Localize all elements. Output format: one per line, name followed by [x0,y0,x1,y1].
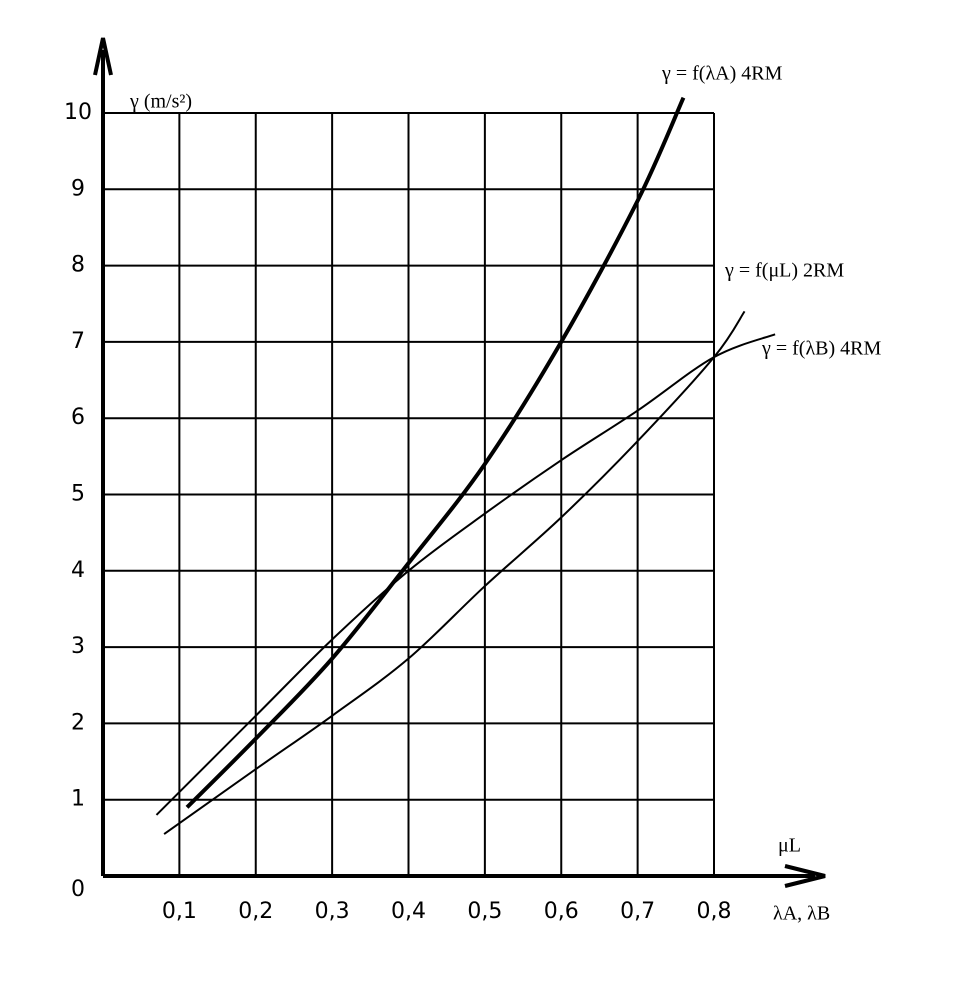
x-tick-label: 0,4 [391,899,426,924]
series-label: γ = f(λB) 4RM [761,338,881,360]
x-tick-label: 0,3 [315,899,350,924]
y-tick-label: 8 [71,253,85,278]
y-tick-label: 7 [71,329,85,354]
y-tick-label: 5 [71,482,85,507]
x-tick-label: 0,7 [620,899,655,924]
x-tick-label: 0,6 [544,899,579,924]
x-tick-label: 0,8 [697,899,732,924]
series-line [185,96,686,809]
y-tick-label: 10 [64,100,92,125]
x-axis-label-bottom: λA, λB [773,903,830,925]
series-line [163,310,746,835]
y-tick-label: 9 [71,176,85,201]
series-label: γ = f(μL) 2RM [724,260,844,282]
series-label: γ = f(λA) 4RM [661,63,783,85]
y-tick-label: 3 [71,634,85,659]
x-tick-label: 0,1 [162,899,197,924]
y-arrow [93,37,113,76]
y-tick-label: 4 [71,558,85,583]
y-axis-label: γ (m/s²) [129,91,192,113]
y-tick-label: 2 [71,710,85,735]
y-tick-label: 1 [71,787,85,812]
y-tick-label: 0 [71,877,85,902]
x-tick-label: 0,2 [238,899,273,924]
x-arrow [784,864,826,888]
series-line [155,333,776,816]
x-axis-label-top: μL [778,835,801,857]
x-tick-label: 0,5 [467,899,502,924]
y-tick-label: 6 [71,405,85,430]
